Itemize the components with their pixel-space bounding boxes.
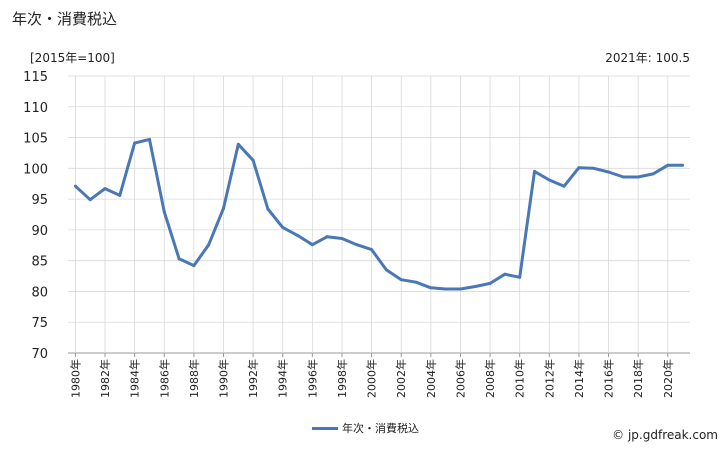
grid-lines (68, 75, 690, 354)
x-tick-label: 2012年 (542, 359, 556, 398)
y-tick-label: 80 (31, 285, 48, 300)
x-tick-label: 2020年 (661, 359, 675, 398)
data-point (592, 166, 596, 170)
data-point (473, 285, 477, 289)
series-group (73, 137, 685, 291)
data-point (236, 142, 240, 146)
data-point (666, 163, 670, 167)
data-point (251, 158, 255, 162)
x-tick-label: 1996年 (305, 359, 319, 398)
data-point (340, 237, 344, 241)
data-point (607, 170, 611, 174)
legend-swatch (312, 426, 338, 430)
x-tick-label: 2016年 (602, 359, 616, 398)
y-tick-label: 100 (23, 162, 48, 177)
x-tick-label: 2004年 (424, 359, 438, 398)
credit-text: © jp.gdfreak.com (612, 428, 718, 442)
y-tick-label: 105 (23, 132, 48, 147)
data-point (533, 169, 536, 173)
data-point (310, 243, 314, 247)
data-point (207, 243, 211, 247)
y-tick-label: 85 (31, 255, 48, 270)
data-point (370, 248, 374, 252)
data-point (103, 187, 107, 191)
data-point (325, 235, 329, 239)
x-tick-label: 1986年 (157, 359, 171, 398)
y-tick-label: 70 (31, 347, 48, 362)
x-tick-label: 1982年 (98, 359, 112, 398)
x-tick-label: 2018年 (631, 359, 645, 398)
data-point (621, 175, 625, 179)
chart-title: 年次・消費税込 (12, 10, 118, 28)
x-tick-label: 1994年 (276, 359, 290, 398)
x-tick-label: 2002年 (394, 359, 408, 398)
data-point (414, 280, 418, 284)
series-line (74, 137, 683, 291)
data-point (547, 178, 551, 182)
data-point (88, 198, 92, 202)
data-point (118, 193, 122, 197)
data-point (503, 272, 507, 276)
x-tick-label: 2008年 (483, 359, 497, 398)
data-point (177, 257, 181, 261)
y-tick-label: 90 (31, 224, 48, 239)
data-point (444, 287, 448, 291)
data-point (355, 243, 359, 247)
data-point (73, 184, 77, 188)
legend-label: 年次・消費税込 (342, 422, 419, 435)
data-point (266, 207, 270, 211)
x-tick-label: 1980年 (68, 359, 82, 398)
x-tick-label: 1992年 (246, 359, 260, 398)
x-tick-label: 1988年 (187, 359, 201, 398)
x-tick-label: 2010年 (513, 359, 527, 398)
data-point (296, 233, 300, 237)
y-tick-label: 95 (31, 193, 48, 208)
y-axis-ticks: 70 75 80 85 90 95 100 105 110 115 (23, 70, 48, 362)
data-point (636, 175, 640, 179)
x-tick-label: 1998年 (335, 359, 349, 398)
y-tick-label: 110 (23, 101, 48, 116)
latest-value-note: 2021年: 100.5 (605, 51, 690, 65)
data-point (488, 281, 492, 285)
data-point (458, 287, 462, 291)
y-tick-label: 115 (23, 70, 48, 85)
x-tick-label: 1984年 (128, 359, 142, 398)
data-point (192, 264, 196, 268)
x-axis-ticks: 1980年 1982年 1984年 1986年 1988年 1990年 1992年 1994年… (68, 353, 675, 398)
data-point (281, 225, 285, 229)
data-point (577, 166, 581, 170)
data-point (562, 184, 566, 188)
y-tick-label: 75 (31, 316, 48, 331)
data-point (147, 137, 151, 141)
data-point (429, 286, 433, 290)
data-point (384, 268, 388, 272)
x-tick-label: 2000年 (365, 359, 379, 398)
x-tick-label: 1990年 (217, 359, 231, 398)
data-point (518, 275, 522, 279)
x-tick-label: 2006年 (453, 359, 467, 398)
data-point (133, 141, 137, 145)
data-point (681, 163, 685, 167)
legend: 年次・消費税込 (312, 420, 419, 436)
data-point (222, 206, 225, 210)
data-point (651, 172, 655, 176)
data-point (399, 278, 403, 282)
data-point (162, 210, 166, 214)
unit-label: [2015年=100] (30, 51, 115, 65)
x-tick-label: 2014年 (572, 359, 586, 398)
